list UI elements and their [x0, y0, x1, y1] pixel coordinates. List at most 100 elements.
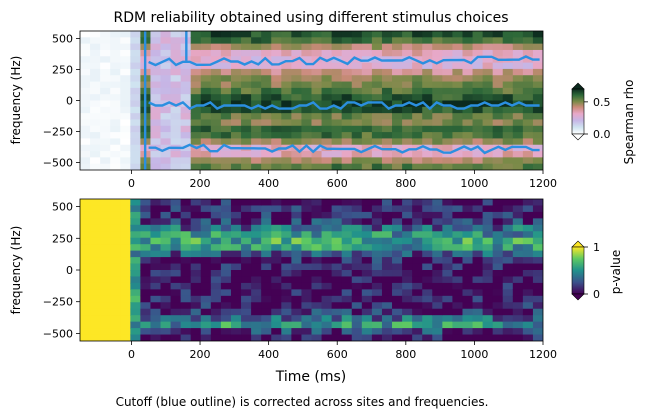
- heatmap-cell: [311, 282, 323, 290]
- heatmap-cell: [251, 205, 262, 213]
- heatmap-cell: [371, 125, 383, 133]
- heatmap-cell: [170, 270, 182, 278]
- heatmap-cell: [301, 81, 313, 89]
- heatmap-cell: [482, 119, 494, 127]
- heatmap-cell: [80, 56, 91, 64]
- heatmap-cell: [150, 295, 162, 303]
- heatmap-cell: [90, 295, 101, 303]
- heatmap-cell: [170, 132, 182, 140]
- heatmap-cell: [502, 37, 514, 45]
- heatmap-cell: [180, 276, 192, 284]
- heatmap-cell: [261, 75, 272, 83]
- heatmap-cell: [532, 237, 543, 245]
- heatmap-cell: [200, 334, 212, 341]
- heatmap-cell: [522, 138, 534, 146]
- heatmap-cell: [180, 328, 192, 336]
- heatmap-cell: [532, 163, 543, 170]
- heatmap-cell: [341, 302, 353, 310]
- heatmap-cell: [331, 263, 343, 271]
- heatmap-cell: [170, 276, 182, 284]
- heatmap-cell: [230, 138, 242, 146]
- heatmap-cell: [180, 113, 192, 121]
- heatmap-cell: [190, 231, 202, 239]
- heatmap-cell: [392, 321, 403, 329]
- heatmap-cell: [110, 49, 121, 57]
- heatmap-cell: [230, 218, 242, 226]
- heatmap-cell: [80, 308, 91, 316]
- heatmap-cell: [170, 224, 182, 232]
- heatmap-cell: [241, 157, 252, 165]
- heatmap-cell: [331, 302, 343, 310]
- heatmap-cell: [311, 151, 323, 158]
- heatmap-cell: [422, 224, 433, 232]
- heatmap-cell: [251, 37, 262, 45]
- heatmap-cell: [321, 263, 333, 271]
- heatmap-cell: [311, 308, 323, 316]
- y-tick-label: 250: [52, 63, 73, 76]
- heatmap-cell: [80, 205, 91, 213]
- heatmap-cell: [271, 244, 282, 252]
- heatmap-cell: [291, 49, 303, 57]
- heatmap-cell: [392, 100, 403, 108]
- heatmap-cell: [341, 295, 353, 303]
- heatmap-cell: [80, 334, 91, 341]
- heatmap-cell: [170, 315, 182, 323]
- heatmap-cell: [321, 231, 333, 239]
- heatmap-cell: [140, 315, 152, 323]
- heatmap-cell: [472, 282, 484, 290]
- heatmap-cell: [210, 157, 222, 165]
- heatmap-cell: [170, 302, 182, 310]
- heatmap-cell: [341, 315, 353, 323]
- heatmap-cell: [381, 138, 393, 146]
- heatmap-cell: [422, 68, 433, 76]
- heatmap-cell: [241, 43, 252, 51]
- heatmap-cell: [150, 211, 162, 219]
- heatmap-cell: [241, 119, 252, 127]
- heatmap-cell: [110, 113, 121, 121]
- heatmap-cell: [321, 205, 333, 213]
- heatmap-cell: [271, 231, 282, 239]
- heatmap-cell: [150, 328, 162, 336]
- heatmap-cell: [150, 199, 162, 207]
- heatmap-cell: [442, 144, 454, 152]
- heatmap-cell: [291, 199, 303, 207]
- heatmap-cell: [100, 250, 111, 258]
- heatmap-cell: [160, 205, 172, 213]
- heatmap-cell: [220, 276, 232, 284]
- heatmap-cell: [110, 263, 121, 271]
- heatmap-cell: [492, 295, 504, 303]
- heatmap-cell: [442, 100, 454, 108]
- heatmap-cell: [210, 289, 222, 297]
- heatmap-cell: [301, 56, 313, 64]
- heatmap-cell: [130, 81, 141, 89]
- heatmap-cell: [392, 37, 403, 45]
- heatmap-cell: [251, 151, 262, 158]
- heatmap-cell: [452, 237, 464, 245]
- heatmap-cell: [311, 295, 323, 303]
- heatmap-cell: [301, 100, 313, 108]
- heatmap-cell: [502, 315, 514, 323]
- heatmap-cell: [110, 75, 121, 83]
- heatmap-cell: [190, 244, 202, 252]
- heatmap-cell: [321, 250, 333, 258]
- heatmap-cell: [271, 94, 282, 102]
- heatmap-cell: [351, 224, 363, 232]
- heatmap-cell: [230, 295, 242, 303]
- heatmap-cell: [230, 62, 242, 70]
- heatmap-cell: [402, 31, 413, 38]
- heatmap-cell: [180, 270, 192, 278]
- heatmap-cell: [220, 250, 232, 258]
- heatmap-cell: [422, 257, 433, 265]
- heatmap-cell: [381, 244, 393, 252]
- heatmap-cell: [442, 125, 454, 133]
- heatmap-cell: [80, 276, 91, 284]
- heatmap-cell: [432, 94, 443, 102]
- heatmap-cell: [462, 43, 474, 51]
- heatmap-cell: [271, 100, 282, 108]
- heatmap-cell: [361, 244, 373, 252]
- heatmap-cell: [180, 75, 192, 83]
- heatmap-cell: [442, 205, 454, 213]
- heatmap-cell: [452, 106, 464, 114]
- heatmap-cell: [482, 81, 494, 89]
- heatmap-cell: [210, 68, 222, 76]
